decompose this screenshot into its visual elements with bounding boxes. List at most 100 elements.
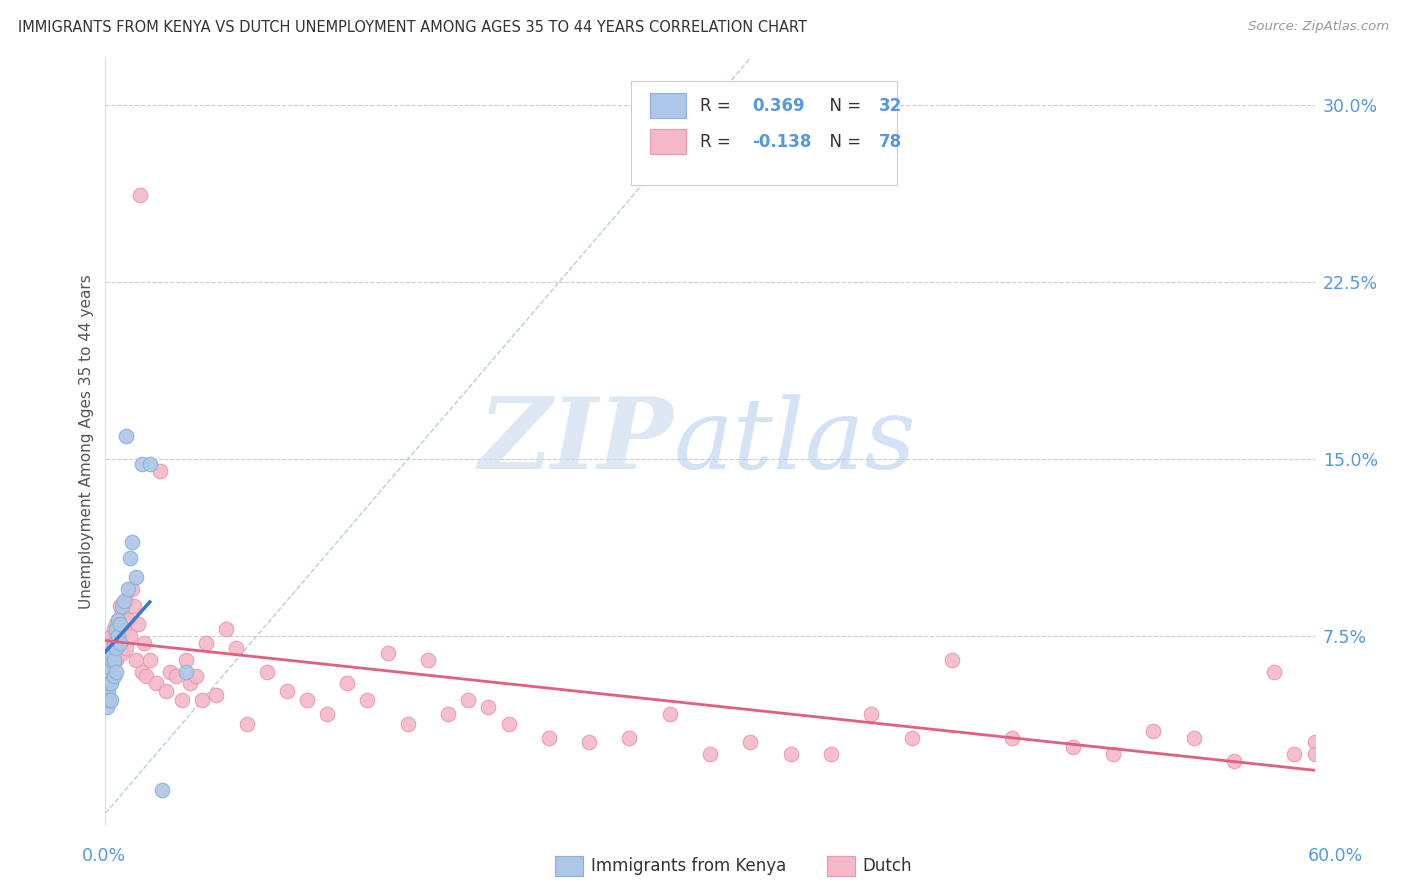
Point bbox=[103, 641, 125, 656]
Point bbox=[107, 613, 129, 627]
Point bbox=[100, 646, 122, 660]
Point bbox=[356, 693, 378, 707]
Point bbox=[100, 665, 122, 679]
Point bbox=[619, 731, 641, 745]
Point bbox=[159, 665, 181, 679]
Point bbox=[103, 653, 125, 667]
Point bbox=[256, 665, 278, 679]
Point bbox=[699, 747, 721, 762]
Point bbox=[122, 599, 145, 613]
Point bbox=[135, 669, 157, 683]
Point bbox=[110, 606, 132, 620]
Point bbox=[104, 665, 127, 679]
Point bbox=[112, 622, 135, 636]
Point bbox=[1303, 747, 1326, 762]
Point bbox=[124, 570, 148, 584]
Point bbox=[1062, 740, 1084, 755]
Point bbox=[103, 622, 125, 636]
Point bbox=[1001, 731, 1024, 745]
Point bbox=[174, 653, 197, 667]
Point bbox=[103, 669, 125, 683]
Point bbox=[100, 629, 122, 643]
Text: -0.138: -0.138 bbox=[752, 133, 811, 151]
Point bbox=[110, 599, 132, 613]
Point bbox=[107, 629, 129, 643]
Point bbox=[98, 660, 121, 674]
Point bbox=[108, 636, 131, 650]
Point bbox=[100, 653, 122, 667]
Point bbox=[132, 636, 155, 650]
Point bbox=[118, 551, 141, 566]
FancyBboxPatch shape bbox=[631, 81, 897, 185]
Point bbox=[900, 731, 922, 745]
Point bbox=[98, 636, 121, 650]
Point bbox=[108, 599, 131, 613]
Point bbox=[779, 747, 801, 762]
Text: R =: R = bbox=[700, 133, 737, 151]
Text: Source: ZipAtlas.com: Source: ZipAtlas.com bbox=[1249, 20, 1389, 33]
FancyBboxPatch shape bbox=[650, 129, 686, 153]
Point bbox=[139, 457, 162, 471]
Text: 78: 78 bbox=[879, 133, 903, 151]
Point bbox=[121, 534, 143, 549]
Point bbox=[1284, 747, 1306, 762]
Point bbox=[205, 688, 228, 702]
Point bbox=[96, 669, 118, 683]
Point bbox=[215, 622, 238, 636]
Point bbox=[118, 629, 141, 643]
Point bbox=[127, 617, 149, 632]
Point bbox=[1223, 755, 1246, 769]
Point bbox=[139, 653, 162, 667]
Point bbox=[191, 693, 214, 707]
Point bbox=[1182, 731, 1205, 745]
Point bbox=[96, 700, 118, 714]
Point bbox=[96, 688, 118, 702]
Text: atlas: atlas bbox=[673, 394, 917, 489]
Point bbox=[416, 653, 439, 667]
Point bbox=[98, 693, 121, 707]
Point bbox=[477, 700, 499, 714]
Point bbox=[104, 653, 127, 667]
Text: 60.0%: 60.0% bbox=[1308, 847, 1364, 865]
Point bbox=[1142, 723, 1164, 738]
Point bbox=[165, 669, 187, 683]
Point bbox=[121, 582, 143, 596]
Point bbox=[295, 693, 318, 707]
Point bbox=[114, 594, 136, 608]
Text: Dutch: Dutch bbox=[862, 857, 911, 875]
Point bbox=[336, 676, 359, 690]
Point bbox=[104, 622, 127, 636]
Text: N =: N = bbox=[818, 96, 866, 114]
Point bbox=[437, 707, 460, 722]
Point bbox=[107, 629, 129, 643]
Point bbox=[96, 646, 118, 660]
Point bbox=[276, 683, 298, 698]
Point bbox=[104, 641, 127, 656]
Point bbox=[941, 653, 963, 667]
Point bbox=[1263, 665, 1285, 679]
Point bbox=[103, 636, 125, 650]
Point bbox=[98, 660, 121, 674]
Point bbox=[124, 653, 148, 667]
Point bbox=[114, 428, 136, 442]
Point bbox=[1102, 747, 1125, 762]
Point bbox=[537, 731, 560, 745]
Point bbox=[100, 676, 122, 690]
Point bbox=[97, 683, 120, 698]
Point bbox=[131, 665, 153, 679]
Point bbox=[316, 707, 339, 722]
Point bbox=[578, 735, 600, 749]
Point bbox=[128, 187, 150, 202]
Text: R =: R = bbox=[700, 96, 737, 114]
Point bbox=[1303, 735, 1326, 749]
Text: Immigrants from Kenya: Immigrants from Kenya bbox=[591, 857, 786, 875]
Point bbox=[658, 707, 681, 722]
Point bbox=[457, 693, 479, 707]
Point bbox=[396, 716, 419, 731]
Point bbox=[155, 683, 177, 698]
Point bbox=[98, 676, 121, 690]
FancyBboxPatch shape bbox=[650, 94, 686, 118]
Point bbox=[179, 676, 201, 690]
Point bbox=[377, 646, 399, 660]
Text: IMMIGRANTS FROM KENYA VS DUTCH UNEMPLOYMENT AMONG AGES 35 TO 44 YEARS CORRELATIO: IMMIGRANTS FROM KENYA VS DUTCH UNEMPLOYM… bbox=[18, 20, 807, 35]
